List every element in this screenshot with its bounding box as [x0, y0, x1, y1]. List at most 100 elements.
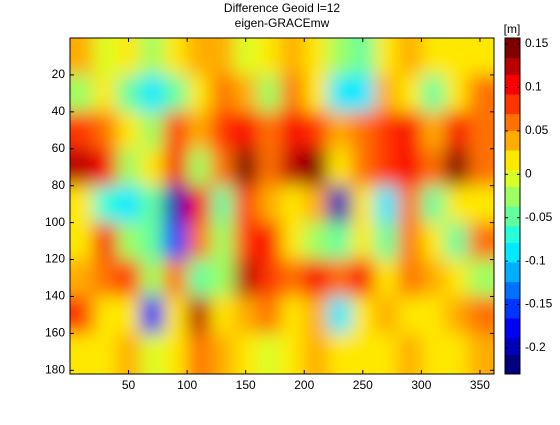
- colorbar-swatch: [505, 113, 520, 117]
- y-tick-label: 80: [52, 178, 66, 192]
- colorbar-swatch: [505, 91, 520, 95]
- heatmap-cell: [327, 333, 352, 374]
- colorbar-swatch: [505, 340, 520, 344]
- colorbar-swatch: [505, 351, 520, 355]
- colorbar-swatch: [505, 66, 520, 70]
- colorbar-swatch: [505, 273, 520, 277]
- heatmap-cell: [187, 111, 212, 150]
- heatmap-cell: [140, 148, 165, 187]
- heatmap-cell: [374, 333, 399, 374]
- heatmap-cell: [444, 259, 469, 297]
- heatmap-cell: [444, 185, 469, 224]
- heatmap-cell: [304, 74, 329, 113]
- heatmap-cell: [327, 111, 352, 150]
- heatmap-cell: [70, 148, 94, 187]
- heatmap-cell: [233, 259, 258, 297]
- colorbar-swatch: [505, 155, 520, 159]
- colorbar-swatch: [505, 228, 520, 232]
- colorbar-swatch: [505, 77, 520, 81]
- y-tick-label: 160: [45, 326, 65, 340]
- heatmap-cell: [233, 296, 258, 334]
- heatmap-cell: [163, 185, 188, 224]
- colorbar-swatch: [505, 346, 520, 350]
- colorbar-label: [m]: [504, 22, 521, 36]
- colorbar-swatch: [505, 365, 520, 369]
- heatmap-cell: [351, 333, 376, 374]
- heatmap-cell: [210, 111, 235, 150]
- heatmap-cell: [280, 148, 305, 187]
- heatmap-cell: [163, 111, 188, 150]
- colorbar-swatch: [505, 290, 520, 294]
- colorbar-swatch: [505, 278, 520, 283]
- heatmap-cell: [421, 74, 446, 113]
- chart-subtitle: eigen-GRACEmw: [235, 16, 330, 30]
- colorbar-swatch: [505, 267, 520, 271]
- colorbar-tick-label: 0.05: [525, 123, 549, 137]
- heatmap-cell: [327, 185, 352, 224]
- heatmap-cell: [116, 185, 141, 224]
- heatmap: [70, 38, 494, 374]
- heatmap-cell: [374, 74, 399, 113]
- colorbar-swatch: [505, 270, 520, 274]
- heatmap-cell: [233, 38, 258, 76]
- colorbar-tick-label: -0.2: [525, 340, 546, 354]
- heatmap-cell: [70, 111, 94, 150]
- colorbar-swatch: [505, 309, 520, 313]
- y-tick-label: 140: [45, 289, 65, 303]
- colorbar-frame: [504, 37, 521, 375]
- colorbar-swatch: [505, 284, 520, 288]
- colorbar-swatch: [505, 124, 520, 129]
- heatmap-cell: [163, 222, 188, 261]
- colorbar-swatch: [505, 320, 520, 325]
- heatmap-cell: [233, 222, 258, 261]
- heatmap-cell: [421, 111, 446, 150]
- heatmap-cell: [257, 222, 282, 261]
- heatmap-cell: [327, 38, 352, 76]
- colorbar-swatch: [505, 334, 520, 339]
- heatmap-cell: [257, 148, 282, 187]
- heatmap-cell: [70, 185, 94, 224]
- colorbar-tick-label: -0.15: [525, 297, 553, 311]
- colorbar-tick-label: -0.1: [525, 253, 546, 267]
- heatmap-cell: [351, 296, 376, 334]
- colorbar-swatch: [505, 189, 520, 193]
- colorbar-swatch: [505, 180, 520, 185]
- colorbar-swatch: [505, 292, 520, 297]
- colorbar-swatch: [505, 194, 520, 199]
- heatmap-cell: [257, 111, 282, 150]
- heatmap-cell: [210, 222, 235, 261]
- heatmap-cell: [140, 259, 165, 297]
- heatmap-cell: [140, 296, 165, 334]
- heatmap-cell: [468, 38, 494, 76]
- heatmap-cell: [93, 333, 118, 374]
- heatmap-cell: [233, 111, 258, 150]
- heatmap-cell: [93, 222, 118, 261]
- heatmap-cell: [304, 111, 329, 150]
- heatmap-cell: [444, 74, 469, 113]
- heatmap-cell: [70, 333, 94, 374]
- heatmap-cell: [116, 148, 141, 187]
- heatmap-cell: [163, 296, 188, 334]
- heatmap-cell: [397, 222, 422, 261]
- colorbar-swatch: [505, 259, 520, 263]
- heatmap-cell: [140, 185, 165, 224]
- heatmap-cell: [233, 185, 258, 224]
- colorbar-tick-label: 0.1: [525, 80, 542, 94]
- heatmap-cell: [421, 148, 446, 187]
- colorbar-swatch: [505, 192, 520, 196]
- colorbar-swatch: [505, 96, 520, 101]
- heatmap-cell: [210, 296, 235, 334]
- heatmap-cell: [233, 148, 258, 187]
- heatmap-cell: [421, 185, 446, 224]
- heatmap-cell: [374, 259, 399, 297]
- colorbar-swatch: [505, 234, 520, 238]
- heatmap-cell: [351, 148, 376, 187]
- colorbar-swatch: [505, 239, 520, 243]
- heatmap-cells: [70, 38, 494, 374]
- heatmap-cell: [187, 222, 212, 261]
- colorbar-swatch: [505, 147, 520, 151]
- heatmap-cell: [257, 74, 282, 113]
- heatmap-cell: [210, 38, 235, 76]
- heatmap-cell: [93, 148, 118, 187]
- heatmap-cell: [163, 74, 188, 113]
